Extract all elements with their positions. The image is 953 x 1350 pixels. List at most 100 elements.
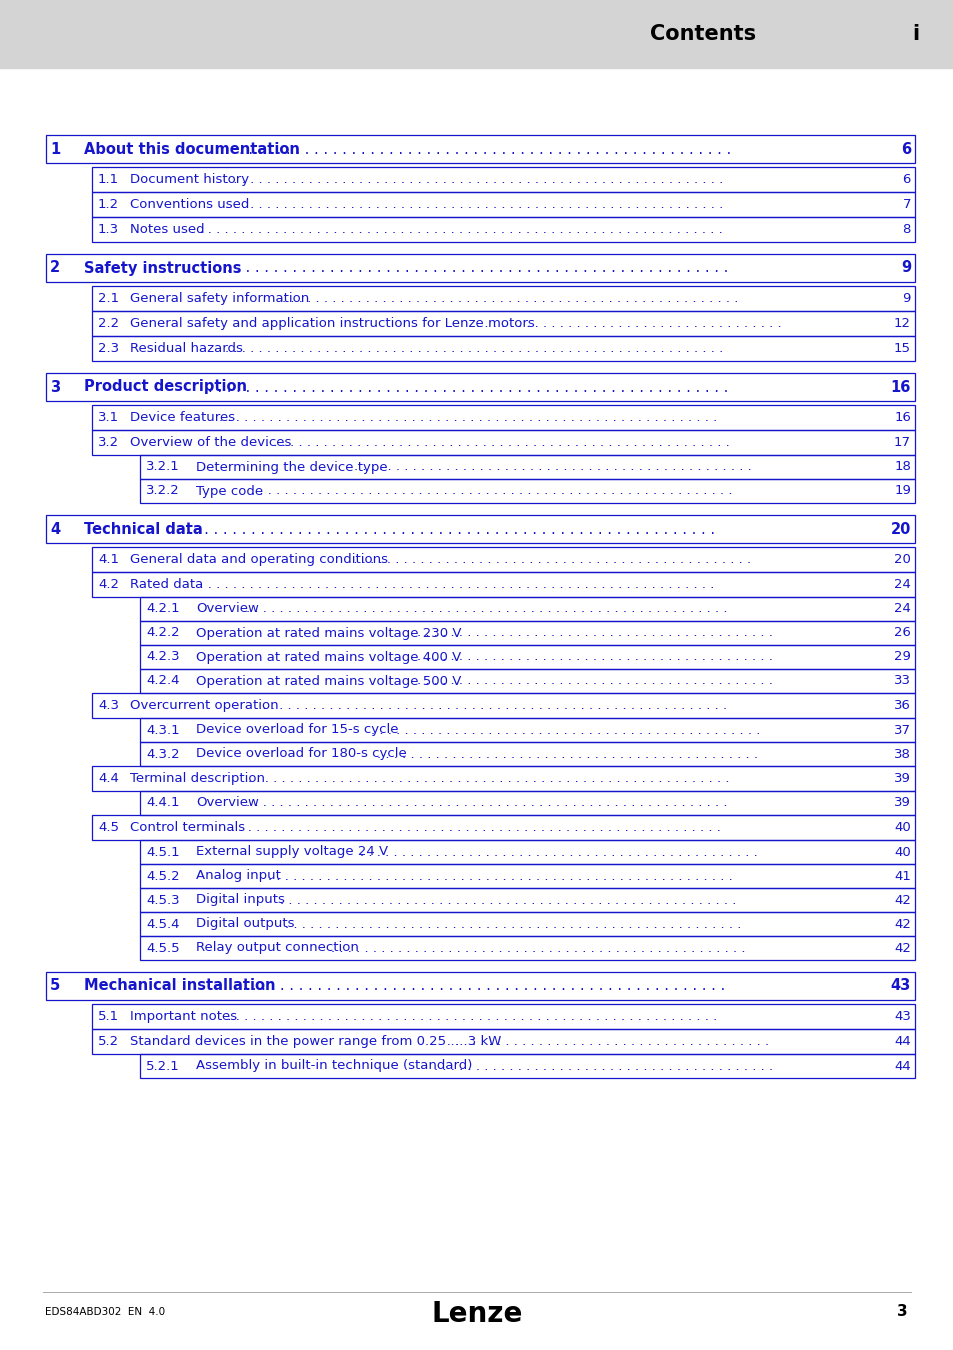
Text: 4.5: 4.5 — [98, 821, 119, 834]
Text: 5: 5 — [50, 979, 60, 994]
Bar — [91, 336, 914, 360]
Text: 16: 16 — [890, 379, 910, 394]
Bar — [140, 455, 914, 479]
Text: Document history: Document history — [130, 173, 249, 186]
Text: . . . . . . . . . . . . . . . . . . . . . . . . . . . . . . . . . . . . . . . . : . . . . . . . . . . . . . . . . . . . . … — [253, 699, 730, 711]
Bar — [91, 286, 914, 310]
Text: 39: 39 — [893, 796, 910, 810]
Text: Overcurrent operation: Overcurrent operation — [130, 699, 278, 711]
Bar — [140, 840, 914, 864]
Bar — [91, 1004, 914, 1029]
Text: 43: 43 — [893, 1010, 910, 1023]
Bar — [91, 1029, 914, 1054]
Text: 36: 36 — [893, 699, 910, 711]
Text: Device overload for 15-s cycle: Device overload for 15-s cycle — [195, 724, 398, 737]
Text: . . . . . . . . . . . . . . . . . . . . . . . . . . . . . . . . . . . . . . . . : . . . . . . . . . . . . . . . . . . . . … — [282, 292, 742, 305]
Text: Analog input: Analog input — [195, 869, 280, 883]
Text: 37: 37 — [893, 724, 910, 737]
Bar — [91, 765, 914, 791]
Text: . . . . . . . . . . . . . . . . . . . . . . . . . . . . . . . . . . . . . . . . : . . . . . . . . . . . . . . . . . . . . … — [233, 979, 729, 994]
Text: Lenze: Lenze — [431, 1300, 522, 1328]
Text: 24: 24 — [893, 578, 910, 591]
Text: 26: 26 — [893, 626, 910, 640]
Text: 3.2: 3.2 — [98, 436, 119, 450]
Text: 1.3: 1.3 — [98, 223, 119, 236]
Text: . . . . . . . . . . . . . . . . . . . . . . . . . . . . . . . . . . . . . . . . : . . . . . . . . . . . . . . . . . . . . … — [416, 675, 776, 687]
Bar — [91, 405, 914, 431]
Text: . . . . . . . . . . . . . . . . . . . . . . . . . . . . . . . . . . . . . . . . : . . . . . . . . . . . . . . . . . . . . … — [331, 941, 749, 954]
Text: Conventions used: Conventions used — [130, 198, 249, 211]
Text: . . . . . . . . . . . . . . . . . . . . . . . . . . . . . . . . . . . . . . . . : . . . . . . . . . . . . . . . . . . . . … — [434, 1060, 777, 1072]
Text: 1.2: 1.2 — [98, 198, 119, 211]
Text: Overview of the devices: Overview of the devices — [130, 436, 291, 450]
Text: 44: 44 — [893, 1035, 910, 1048]
Text: . . . . . . . . . . . . . . . . . . . . . . . . . . . . . . . . . . . . . . . . : . . . . . . . . . . . . . . . . . . . . … — [208, 379, 732, 394]
Text: 4.3.2: 4.3.2 — [146, 748, 179, 760]
Bar — [46, 514, 914, 543]
Text: 4.2.2: 4.2.2 — [146, 626, 179, 640]
Text: Digital inputs: Digital inputs — [195, 894, 285, 906]
Text: EDS84ABD302  EN  4.0: EDS84ABD302 EN 4.0 — [45, 1307, 165, 1318]
Text: Overview: Overview — [195, 602, 258, 616]
Text: 39: 39 — [893, 772, 910, 784]
Text: . . . . . . . . . . . . . . . . . . . . . . . . . . . . . . . . . . . . . . . . : . . . . . . . . . . . . . . . . . . . . … — [376, 748, 761, 760]
Text: 4.5.4: 4.5.4 — [146, 918, 179, 930]
Text: Notes used: Notes used — [130, 223, 204, 236]
Text: Type code: Type code — [195, 485, 263, 498]
Text: Determining the device type: Determining the device type — [195, 460, 387, 474]
Text: Important notes: Important notes — [130, 1010, 237, 1023]
Text: 2: 2 — [50, 261, 60, 275]
Bar — [140, 791, 914, 815]
Text: 3.2.2: 3.2.2 — [146, 485, 179, 498]
Text: 20: 20 — [890, 521, 910, 536]
Text: Relay output connection: Relay output connection — [195, 941, 358, 954]
Text: 2.3: 2.3 — [98, 342, 119, 355]
Text: . . . . . . . . . . . . . . . . . . . . . . . . . . . . . . . . . . . . . . . . : . . . . . . . . . . . . . . . . . . . . … — [268, 869, 737, 883]
Text: 1: 1 — [50, 142, 60, 157]
Text: 6: 6 — [902, 173, 910, 186]
Text: . . . . . . . . . . . . . . . . . . . . . . . . . . . . . . . . . . . . . . . . : . . . . . . . . . . . . . . . . . . . . … — [430, 1035, 773, 1048]
Text: . . . . . . . . . . . . . . . . . . . . . . . . . . . . . . . . . . . . . . . . : . . . . . . . . . . . . . . . . . . . . … — [208, 261, 732, 275]
Text: 44: 44 — [893, 1060, 910, 1072]
Text: Operation at rated mains voltage 230 V: Operation at rated mains voltage 230 V — [195, 626, 461, 640]
Text: 6: 6 — [900, 142, 910, 157]
Bar — [91, 431, 914, 455]
Bar — [140, 913, 914, 936]
Text: About this documentation: About this documentation — [84, 142, 299, 157]
Text: 38: 38 — [893, 748, 910, 760]
Text: . . . . . . . . . . . . . . . . . . . . . . . . . . . . . . . . . . . . . . . . : . . . . . . . . . . . . . . . . . . . . … — [251, 485, 737, 498]
Text: Operation at rated mains voltage 400 V: Operation at rated mains voltage 400 V — [195, 651, 460, 663]
Text: i: i — [911, 24, 918, 45]
Text: . . . . . . . . . . . . . . . . . . . . . . . . . . . . . . . . . . . . . . . . : . . . . . . . . . . . . . . . . . . . . … — [245, 602, 731, 616]
Bar — [46, 972, 914, 1000]
Bar — [0, 0, 953, 68]
Text: . . . . . . . . . . . . . . . . . . . . . . . . . . . . . . . . . . . . . . . . : . . . . . . . . . . . . . . . . . . . . … — [191, 578, 718, 591]
Text: . . . . . . . . . . . . . . . . . . . . . . . . . . . . . . . . . . . . .: . . . . . . . . . . . . . . . . . . . . … — [476, 317, 785, 329]
Bar — [140, 718, 914, 743]
Text: 24: 24 — [893, 602, 910, 616]
Text: . . . . . . . . . . . . . . . . . . . . . . . . . . . . . . . . . . . . . . . . : . . . . . . . . . . . . . . . . . . . . … — [265, 436, 733, 450]
Text: . . . . . . . . . . . . . . . . . . . . . . . . . . . . . . . . . . . . . . . . : . . . . . . . . . . . . . . . . . . . . … — [345, 554, 755, 566]
Text: Standard devices in the power range from 0.25 … 3 kW: Standard devices in the power range from… — [130, 1035, 501, 1048]
Text: Control terminals: Control terminals — [130, 821, 245, 834]
Bar — [140, 1054, 914, 1079]
Text: 17: 17 — [893, 436, 910, 450]
Text: . . . . . . . . . . . . . . . . . . . . . . . . . . . . . . . . . . . . . . . . : . . . . . . . . . . . . . . . . . . . . … — [359, 845, 760, 859]
Text: 1.1: 1.1 — [98, 173, 119, 186]
Text: 12: 12 — [893, 317, 910, 329]
Bar — [140, 864, 914, 888]
Bar — [140, 743, 914, 765]
Text: 4.3.1: 4.3.1 — [146, 724, 179, 737]
Bar — [140, 621, 914, 645]
Text: General safety and application instructions for Lenze motors: General safety and application instructi… — [130, 317, 535, 329]
Bar — [140, 597, 914, 621]
Text: Contents: Contents — [649, 24, 756, 45]
Text: 9: 9 — [902, 292, 910, 305]
Text: 42: 42 — [893, 941, 910, 954]
Text: 4.4: 4.4 — [98, 772, 119, 784]
Text: Assembly in built-in technique (standard): Assembly in built-in technique (standard… — [195, 1060, 472, 1072]
Text: . . . . . . . . . . . . . . . . . . . . . . . . . . . . . . . . . . . . . . . . : . . . . . . . . . . . . . . . . . . . . … — [225, 342, 727, 355]
Text: . . . . . . . . . . . . . . . . . . . . . . . . . . . . . . . . . . . . . . . . : . . . . . . . . . . . . . . . . . . . . … — [191, 223, 726, 236]
Text: . . . . . . . . . . . . . . . . . . . . . . . . . . . . . . . . . . . . . . . . : . . . . . . . . . . . . . . . . . . . . … — [245, 796, 731, 810]
Bar — [91, 167, 914, 192]
